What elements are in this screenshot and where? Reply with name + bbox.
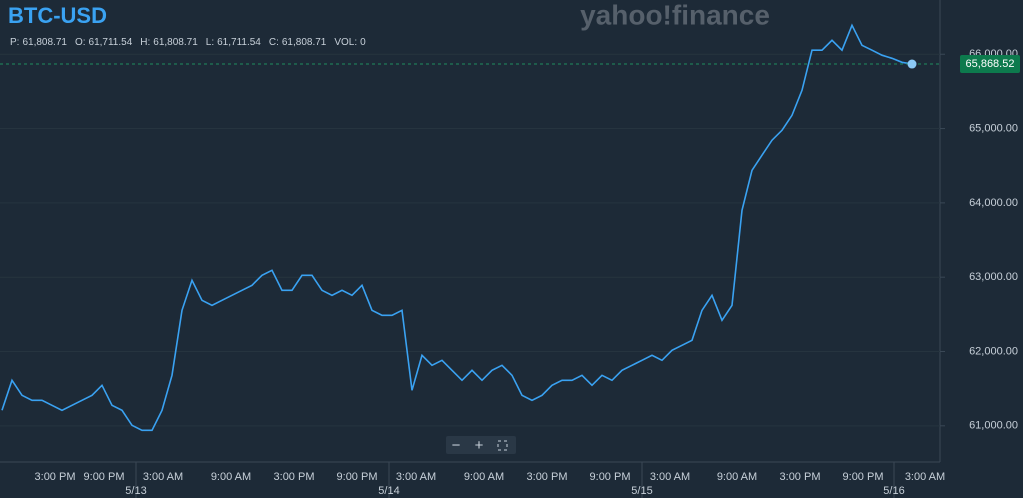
x-tick-label: 3:00 PM: [35, 471, 76, 483]
x-tick-label: 9:00 PM: [843, 471, 884, 483]
x-tick-label: 9:00 AM: [717, 471, 757, 483]
stat-value: 61,808.71: [22, 37, 67, 48]
price-badge: [960, 55, 1020, 74]
y-tick-label: 61,000.00: [969, 420, 1018, 432]
stat-value: 61,711.54: [89, 37, 133, 48]
x-tick-label: 3:00 PM: [780, 471, 821, 483]
x-tick-label: 3:00 AM: [905, 471, 945, 483]
y-tick-label: 62,000.00: [969, 345, 1018, 357]
x-tick-label: 9:00 AM: [464, 471, 504, 483]
x-tick-label: 3:00 PM: [527, 471, 568, 483]
symbol: BTC-USD: [8, 3, 107, 28]
date-label: 5/16: [883, 485, 904, 497]
fullscreen[interactable]: [497, 440, 508, 451]
x-tick-label: 3:00 AM: [143, 471, 183, 483]
zoom-controls[interactable]: − +: [446, 436, 516, 454]
zoom-out[interactable]: −: [452, 437, 461, 454]
stat-label: O:: [75, 37, 86, 48]
date-label: 5/14: [378, 485, 399, 497]
y-tick-label: 63,000.00: [969, 271, 1018, 283]
x-tick-label: 9:00 PM: [337, 471, 378, 483]
stats: P: 61,808.71 O: 61,711.54 H: 61,808.71 L: 61,71…: [10, 37, 366, 48]
stat-value: 0: [360, 37, 366, 48]
stat-value: 61,808.71: [282, 37, 327, 48]
x-tick-label: 9:00 PM: [84, 471, 125, 483]
price-line: [1, 23, 913, 432]
x-tick-label: 9:00 PM: [590, 471, 631, 483]
stat-label: L:: [206, 37, 214, 48]
y-tick-label: 64,000.00: [969, 197, 1018, 209]
stat-label: C:: [269, 37, 279, 48]
stat-label: P:: [10, 37, 19, 48]
zoom-in[interactable]: +: [475, 437, 484, 454]
last-point: [907, 59, 917, 69]
stat-value: 61,711.54: [217, 37, 261, 48]
date-label: 5/15: [631, 485, 652, 497]
stat-label: H:: [140, 37, 150, 48]
x-tick-label: 3:00 AM: [650, 471, 690, 483]
brand: yahoo!finance: [580, 0, 770, 30]
date-label: 5/13: [125, 485, 146, 497]
y-tick-label: 65,000.00: [969, 122, 1018, 134]
x-tick-label: 9:00 AM: [211, 471, 251, 483]
x-tick-label: 3:00 PM: [274, 471, 315, 483]
stat-value: 61,808.71: [153, 37, 198, 48]
stat-label: VOL:: [334, 37, 357, 48]
price-badge-label: 65,868.52: [966, 58, 1015, 70]
x-tick-label: 3:00 AM: [396, 471, 436, 483]
